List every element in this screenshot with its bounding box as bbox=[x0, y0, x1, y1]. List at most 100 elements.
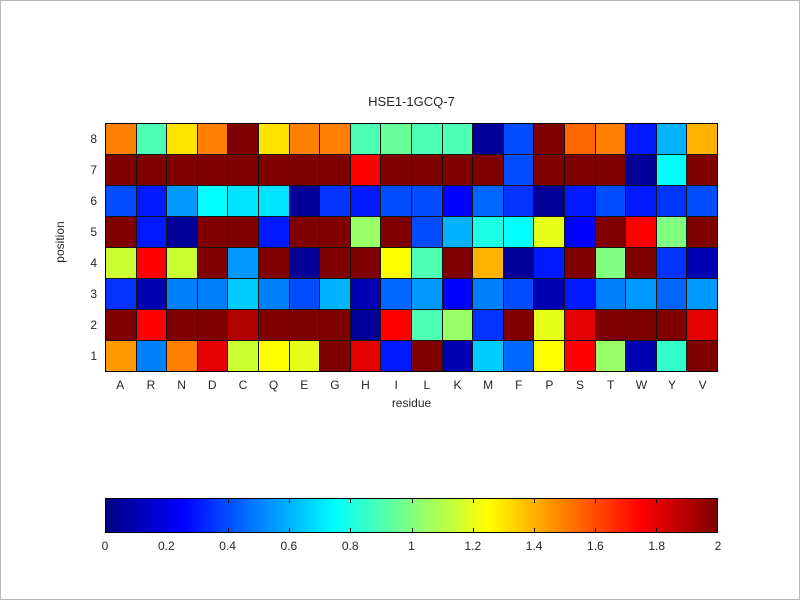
heatmap-cell bbox=[106, 341, 136, 371]
colorbar bbox=[105, 498, 718, 533]
heatmap-cell bbox=[381, 155, 411, 185]
x-tick-label: W bbox=[635, 378, 648, 392]
heatmap-cell bbox=[412, 124, 442, 154]
y-tick-label: 7 bbox=[90, 162, 97, 177]
colorbar-tick-label: 0.8 bbox=[341, 539, 359, 553]
heatmap-cell bbox=[595, 155, 626, 185]
heatmap-cell bbox=[442, 310, 473, 340]
heatmap-cell bbox=[167, 217, 197, 247]
colorbar-tick bbox=[289, 528, 291, 532]
colorbar-tick bbox=[655, 528, 657, 532]
x-tick-label: P bbox=[545, 378, 554, 392]
heatmap-cell bbox=[473, 310, 503, 340]
heatmap-cell bbox=[412, 279, 442, 309]
colorbar-tick bbox=[472, 528, 474, 532]
y-tick-label: 1 bbox=[90, 349, 97, 364]
heatmap-cell bbox=[106, 186, 136, 216]
heatmap-cell bbox=[320, 341, 350, 371]
x-axis-label: residue bbox=[391, 396, 432, 410]
x-tick-label: V bbox=[698, 378, 707, 392]
heatmap-cell bbox=[687, 341, 717, 371]
heatmap-cell bbox=[320, 248, 350, 278]
heatmap-cell bbox=[228, 248, 258, 278]
heatmap-cell bbox=[259, 248, 289, 278]
heatmap-cell bbox=[473, 155, 503, 185]
heatmap-cell bbox=[503, 155, 534, 185]
heatmap-cell bbox=[565, 279, 595, 309]
heatmap-cell bbox=[350, 155, 381, 185]
heatmap-cell bbox=[228, 124, 258, 154]
x-tick-label: F bbox=[515, 378, 523, 392]
x-tick-label: N bbox=[177, 378, 186, 392]
heatmap-cell bbox=[381, 186, 411, 216]
colorbar-tick bbox=[411, 499, 413, 503]
heatmap-cell bbox=[228, 217, 258, 247]
heatmap-cell bbox=[595, 217, 626, 247]
heatmap-cell bbox=[289, 310, 320, 340]
x-tick-label: K bbox=[453, 378, 462, 392]
heatmap-cell bbox=[656, 217, 687, 247]
colorbar-tick bbox=[289, 499, 291, 503]
heatmap-cell bbox=[442, 217, 473, 247]
heatmap-cell bbox=[350, 310, 381, 340]
heatmap-cell bbox=[595, 124, 626, 154]
x-tick-label: T bbox=[607, 378, 615, 392]
heatmap-cell bbox=[259, 279, 289, 309]
heatmap-cell bbox=[656, 310, 687, 340]
heatmap-cell bbox=[565, 186, 595, 216]
heatmap-cell bbox=[412, 341, 442, 371]
heatmap-cell bbox=[136, 186, 167, 216]
colorbar-tick-label: 0.2 bbox=[157, 539, 175, 553]
colorbar-tick bbox=[533, 528, 535, 532]
heatmap-cell bbox=[167, 124, 197, 154]
heatmap-cell bbox=[595, 279, 626, 309]
heatmap-cell bbox=[473, 279, 503, 309]
heatmap-cell bbox=[320, 279, 350, 309]
heatmap-cell bbox=[136, 310, 167, 340]
heatmap-cell bbox=[228, 155, 258, 185]
heatmap-cell bbox=[136, 279, 167, 309]
heatmap-cell bbox=[503, 186, 534, 216]
heatmap-cell bbox=[381, 217, 411, 247]
heatmap-cell bbox=[167, 186, 197, 216]
heatmap-cell bbox=[565, 310, 595, 340]
heatmap-cell bbox=[442, 155, 473, 185]
x-tick-label: L bbox=[423, 378, 431, 392]
heatmap-cell bbox=[136, 248, 167, 278]
heatmap-cell bbox=[534, 341, 564, 371]
heatmap-cell bbox=[687, 155, 717, 185]
x-tick-label: E bbox=[300, 378, 309, 392]
heatmap-cell bbox=[534, 155, 564, 185]
heatmap-cell bbox=[534, 186, 564, 216]
heatmap-cell bbox=[167, 155, 197, 185]
x-tick-label: Y bbox=[668, 378, 677, 392]
colorbar-tick bbox=[655, 499, 657, 503]
colorbar-tick-label: 1.8 bbox=[648, 539, 666, 553]
heatmap-cell bbox=[350, 124, 381, 154]
colorbar-tick bbox=[167, 499, 169, 503]
heatmap-cell bbox=[289, 217, 320, 247]
heatmap-cell bbox=[136, 155, 167, 185]
y-tick-label: 2 bbox=[90, 318, 97, 333]
heatmap-cell bbox=[687, 124, 717, 154]
heatmap-cell bbox=[320, 186, 350, 216]
heatmap-cell bbox=[197, 124, 228, 154]
heatmap-cell bbox=[106, 248, 136, 278]
heatmap-cell bbox=[656, 279, 687, 309]
y-tick-label: 5 bbox=[90, 224, 97, 239]
heatmap-cell bbox=[381, 310, 411, 340]
heatmap-cell bbox=[381, 341, 411, 371]
heatmap-cell bbox=[167, 310, 197, 340]
heatmap-cell bbox=[656, 186, 687, 216]
chart-title: HSE1-1GCQ-7 bbox=[368, 94, 455, 109]
colorbar-tick-label: 0.6 bbox=[280, 539, 298, 553]
heatmap-cell bbox=[687, 186, 717, 216]
heatmap-cell bbox=[197, 310, 228, 340]
heatmap-cell bbox=[350, 341, 381, 371]
x-tick-label: I bbox=[394, 378, 398, 392]
heatmap-cell bbox=[350, 217, 381, 247]
x-tick-label: R bbox=[146, 378, 156, 392]
heatmap-cell bbox=[595, 341, 626, 371]
colorbar-tick-label: 1.6 bbox=[587, 539, 604, 553]
heatmap-cell bbox=[289, 186, 320, 216]
